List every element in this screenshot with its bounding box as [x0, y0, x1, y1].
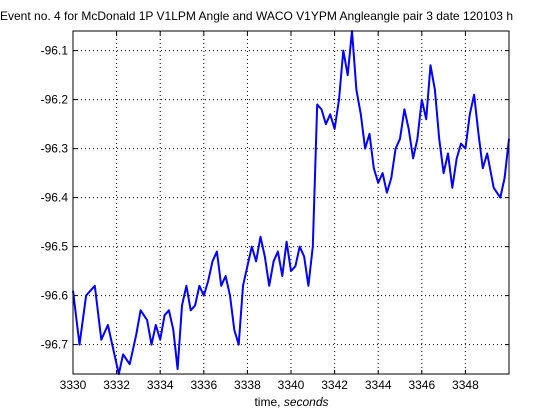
- x-tick-label: 3342: [321, 378, 348, 392]
- y-tick-label: -96.1: [41, 44, 69, 58]
- x-tick-label: 3336: [190, 378, 217, 392]
- x-tick-label: 3332: [103, 378, 130, 392]
- x-axis-unit: seconds: [283, 395, 329, 409]
- x-tick-label: 3344: [365, 378, 392, 392]
- x-tick-label: 3340: [278, 378, 305, 392]
- x-tick-label: 3346: [408, 378, 435, 392]
- x-tick-label: 3330: [60, 378, 87, 392]
- y-tick-label: -96.4: [41, 191, 69, 205]
- series: [72, 30, 510, 375]
- x-axis-label-text: time,: [254, 395, 281, 409]
- series-line: [72, 30, 510, 375]
- axis-ticks: [72, 31, 509, 374]
- x-tick-labels: 3330 3332 3334 3336 3338 3340 3342 3344 3346 3348: [60, 378, 479, 392]
- plot-frame: [72, 30, 510, 375]
- x-tick-label: 3348: [452, 378, 479, 392]
- y-tick-label: -96.7: [41, 338, 69, 352]
- grid: [73, 31, 509, 374]
- x-tick-label: 3334: [147, 378, 174, 392]
- chart-title: Event no. 4 for McDonald 1P V1LPM Angle …: [0, 9, 513, 23]
- y-tick-label: -96.6: [41, 289, 69, 303]
- x-axis-label: time, seconds: [0, 395, 560, 409]
- y-tick-labels: -96.1 -96.2 -96.3 -96.4 -96.5 -96.6 -96.7: [41, 44, 69, 352]
- x-tick-label: 3338: [234, 378, 261, 392]
- y-tick-label: -96.5: [41, 240, 69, 254]
- y-tick-label: -96.2: [41, 93, 69, 107]
- y-tick-label: -96.3: [41, 142, 69, 156]
